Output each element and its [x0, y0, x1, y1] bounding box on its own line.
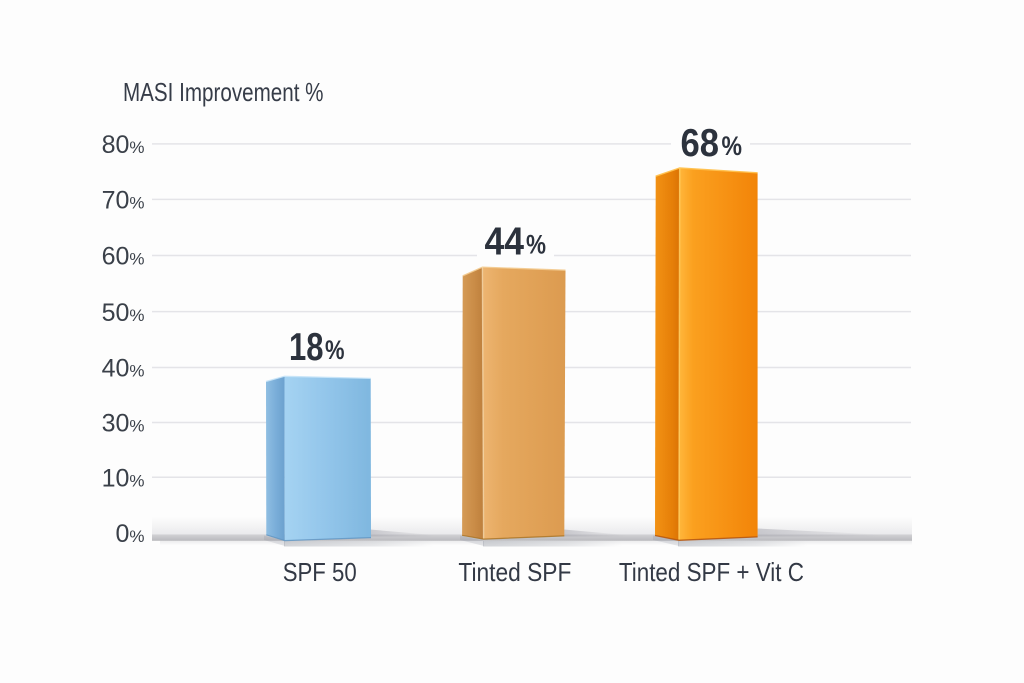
- svg-text:70%: 70%: [102, 187, 145, 215]
- svg-text:MASI Improvement %: MASI Improvement %: [123, 77, 324, 107]
- svg-text:50%: 50%: [102, 299, 145, 327]
- svg-text:80%: 80%: [102, 131, 145, 159]
- svg-text:30%: 30%: [102, 410, 145, 438]
- svg-text:10%: 10%: [102, 465, 145, 493]
- svg-text:%: %: [325, 335, 345, 365]
- svg-text:Tinted SPF: Tinted SPF: [458, 557, 571, 587]
- svg-text:40%: 40%: [102, 355, 145, 383]
- svg-text:Tinted SPF + Vit C: Tinted SPF + Vit C: [619, 557, 804, 587]
- svg-text:SPF 50: SPF 50: [283, 557, 357, 587]
- svg-text:%: %: [526, 230, 546, 260]
- svg-text:60%: 60%: [102, 243, 145, 271]
- svg-text:68: 68: [681, 122, 720, 165]
- svg-text:18: 18: [289, 326, 324, 369]
- svg-text:%: %: [722, 131, 743, 161]
- svg-text:44: 44: [485, 221, 525, 264]
- svg-text:0%: 0%: [115, 520, 144, 548]
